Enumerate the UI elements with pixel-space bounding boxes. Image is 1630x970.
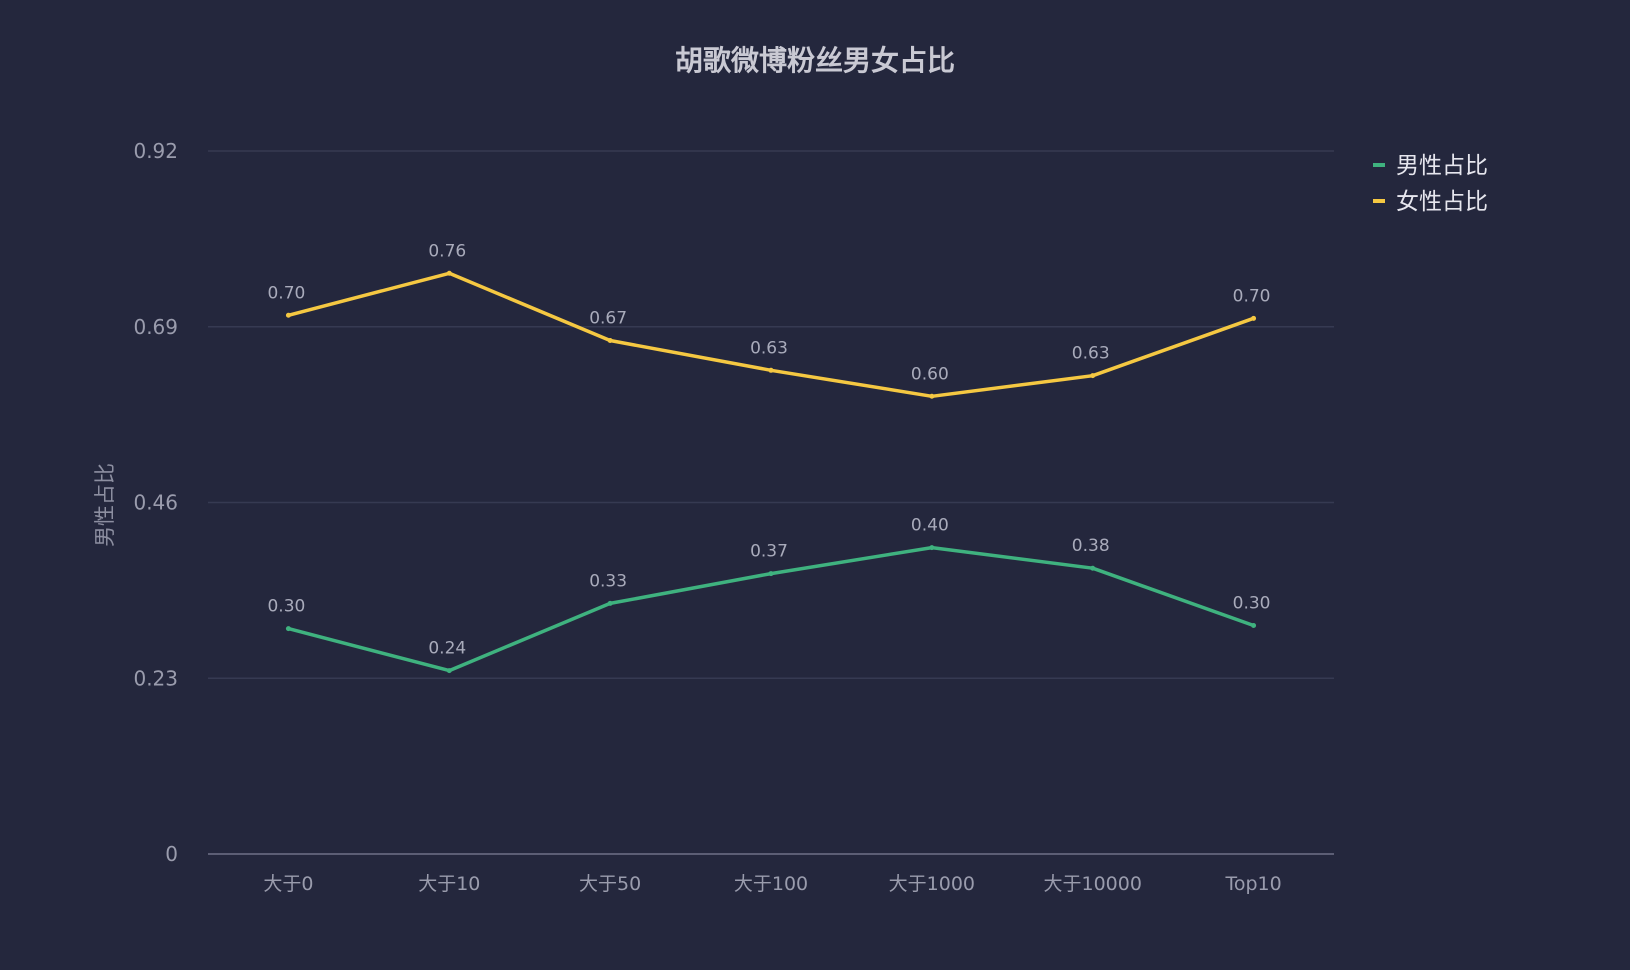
grid-layer — [208, 150, 1334, 855]
data-label: 0.70 — [1233, 286, 1271, 306]
data-label: 0.33 — [589, 571, 627, 591]
data-point — [446, 270, 452, 276]
legend-item[interactable]: 男性占比 — [1373, 153, 1488, 179]
data-point — [285, 312, 291, 318]
x-tick-label: 大于1000 — [889, 873, 975, 895]
data-label: 0.30 — [267, 597, 305, 617]
legend-swatch — [1373, 199, 1385, 203]
series-line-2 — [286, 271, 1256, 399]
data-point — [446, 668, 452, 674]
data-labels: 0.30 0.24 0.33 0.37 0.40 0.38 0.30 0.70 0.76 0.67… — [267, 241, 1270, 658]
data-label: 0.37 — [750, 542, 788, 562]
data-point — [607, 600, 613, 606]
data-label: 0.63 — [750, 338, 788, 358]
y-tick-label: 0.69 — [133, 315, 178, 339]
y-tick-label: 0.92 — [133, 139, 178, 163]
y-tick-label: 0.23 — [133, 666, 178, 690]
data-label: 0.63 — [1072, 344, 1110, 364]
x-tick-label: 大于50 — [579, 873, 641, 895]
chart-title: 胡歌微博粉丝男女占比 — [675, 44, 955, 77]
data-point — [1090, 373, 1096, 379]
data-point — [285, 626, 291, 632]
data-label: 0.30 — [1233, 594, 1271, 614]
legend-item[interactable]: 女性占比 — [1373, 189, 1488, 215]
data-point — [929, 545, 935, 551]
y-axis-label: 男性占比 — [93, 463, 117, 547]
x-tick-label: Top10 — [1224, 873, 1281, 895]
data-label: 0.24 — [428, 639, 466, 659]
y-axis-ticks: 0 0.23 0.46 0.69 0.92 — [133, 139, 178, 866]
data-label: 0.76 — [428, 241, 466, 261]
x-tick-label: 大于100 — [734, 873, 808, 895]
x-tick-label: 大于10 — [418, 873, 480, 895]
data-point — [607, 338, 613, 344]
x-tick-label: 大于0 — [263, 873, 313, 895]
data-point — [1251, 315, 1257, 321]
legend-label: 女性占比 — [1396, 189, 1488, 215]
data-label: 0.38 — [1072, 536, 1110, 556]
data-point — [1251, 623, 1257, 629]
data-label: 0.60 — [911, 364, 949, 384]
data-point — [768, 367, 774, 373]
data-label: 0.67 — [589, 309, 627, 329]
x-axis-ticks: 大于0 大于10 大于50 大于100 大于1000 大于10000 Top10 — [263, 873, 1281, 895]
data-label: 0.70 — [267, 283, 305, 303]
y-tick-label: 0 — [165, 842, 178, 866]
legend-swatch — [1373, 163, 1385, 167]
legend-label: 男性占比 — [1396, 153, 1488, 179]
data-point — [1090, 565, 1096, 571]
data-label: 0.40 — [911, 516, 949, 536]
y-tick-label: 0.46 — [133, 491, 178, 515]
x-tick-label: 大于10000 — [1043, 873, 1141, 895]
data-point — [929, 393, 935, 399]
series-layer — [285, 270, 1257, 674]
data-point — [768, 571, 774, 577]
